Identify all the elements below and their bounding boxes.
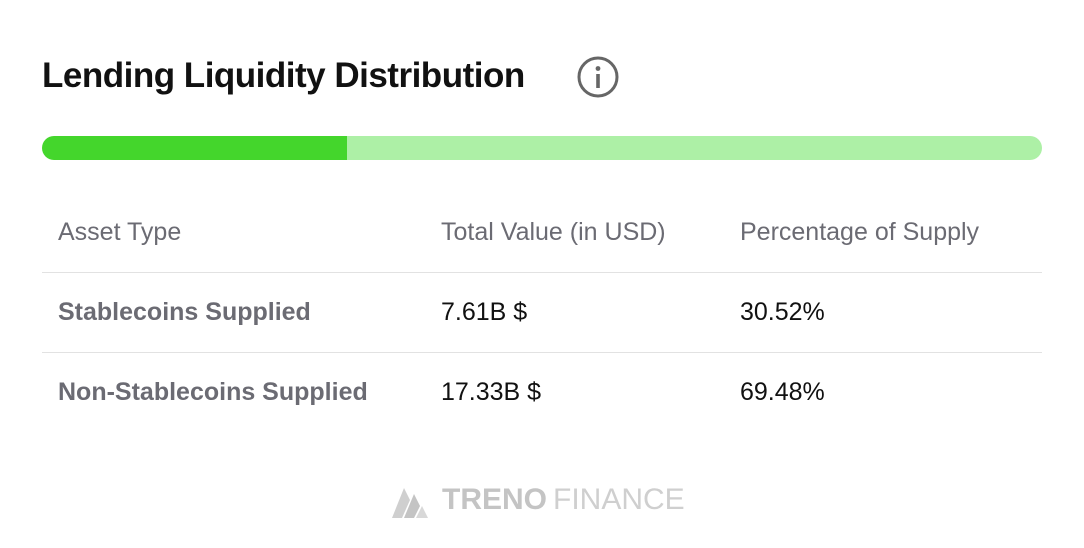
- footer-logo: TRENO FINANCE: [390, 480, 685, 520]
- table: Asset Type Total Value (in USD) Percenta…: [42, 193, 1042, 432]
- table-row: Non-Stablecoins Supplied 17.33B $69.48%: [42, 352, 1042, 432]
- column-header: Total Value (in USD): [441, 218, 666, 246]
- title: Lending Liquidity Distribution: [42, 56, 525, 95]
- brand-light: FINANCE: [553, 483, 685, 516]
- logo-icon: [392, 488, 428, 518]
- distribution-bar: [42, 136, 1042, 160]
- table-cell: 30.52%: [740, 272, 1042, 353]
- table-row: Stablecoins Supplied 7.61B $30.52%: [42, 272, 1042, 353]
- table-cell: 69.48%: [740, 352, 1042, 432]
- table-cell: Non-Stablecoins Supplied: [42, 352, 441, 432]
- bar-segment: [42, 136, 348, 160]
- header-row: Asset Type Total Value (in USD) Percenta…: [42, 193, 1042, 273]
- table-cell: 7.61B $: [441, 272, 740, 353]
- bar-segment: [347, 136, 1042, 160]
- column-header: Percentage of Supply: [740, 218, 980, 246]
- info-icon[interactable]: [576, 55, 620, 99]
- column-header: Asset Type: [58, 218, 182, 246]
- table-cell: 17.33B $: [441, 352, 740, 432]
- table-cell: Stablecoins Supplied: [42, 272, 441, 353]
- brand-bold: TRENO: [442, 483, 547, 516]
